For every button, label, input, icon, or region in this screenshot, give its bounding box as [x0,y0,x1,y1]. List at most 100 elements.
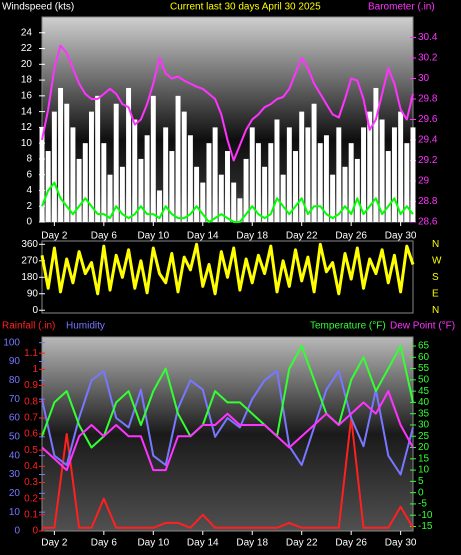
x-tick-label: Day 30 [385,231,417,242]
bar [410,127,416,222]
x-tick-label: Day 14 [187,231,219,242]
y-tick-label: 12 [21,122,33,133]
legend-label: Humidity [66,321,105,332]
y2-tick-label: -5 [418,499,427,510]
bar [317,143,323,222]
bar [243,158,249,222]
bar [249,127,255,222]
bar [330,174,336,222]
compass-label: N [432,305,439,316]
bar [51,111,57,222]
bar [107,174,113,222]
bar [280,174,286,222]
bar [194,166,200,222]
y-tick-label: 270 [21,255,38,266]
bar [336,127,342,222]
bar [274,119,280,222]
y2-tick-label: 30.4 [418,32,438,43]
y2-tick-label: -15 [418,521,433,532]
bar [64,103,70,222]
y3-tick-label: 0.4 [24,461,38,472]
chart-title: Current last 30 days April 30 2025 [170,2,321,13]
legend-label: Rainfall (.in) [2,321,55,332]
bar [354,158,360,222]
y3-tick-label: 0.5 [24,445,38,456]
y2-tick-label: 50 [418,375,430,386]
y2-tick-label: 10 [418,465,430,476]
y2-tick-label: 20 [418,442,430,453]
bar [286,127,292,222]
y-tick-label: 10 [9,507,21,518]
y3-tick-label: 0.6 [24,429,38,440]
y2-tick-label: 29.4 [418,135,438,146]
bar [70,127,76,222]
x-tick-label: Day 26 [335,231,367,242]
y-tick-label: 22 [21,43,33,54]
bar [119,166,125,222]
y-tick-label: 60 [9,413,21,424]
y3-tick-label: 0.8 [24,396,38,407]
bar [200,182,206,222]
y3-tick-label: 0.7 [24,412,38,423]
compass-label: S [432,272,439,283]
y-tick-label: 16 [21,90,33,101]
y2-tick-label: 28.6 [418,217,438,228]
compass-label: E [432,288,439,299]
bar [385,151,391,222]
bar [379,119,385,222]
x-tick-label: Day 10 [137,231,169,242]
y2-tick-label: 25 [418,431,430,442]
y-tick-label: 90 [27,288,39,299]
y-tick-label: 10 [21,138,33,149]
bar [163,127,169,222]
bar [132,119,138,222]
bar [367,111,373,222]
y3-tick-label: 1.1 [24,348,38,359]
bar [311,103,317,222]
x-tick-label: Day 2 [41,538,68,549]
bar [268,143,274,222]
x-tick-label: Day 30 [385,538,417,549]
bar [76,158,82,222]
y2-tick-label: 5 [418,476,424,487]
bar [323,135,329,222]
y-tick-label: 20 [21,59,33,70]
bar [398,111,404,222]
y-tick-label: 14 [21,106,33,117]
bar [181,111,187,222]
compass-label: N [432,239,439,250]
y3-tick-label: 1 [32,364,38,375]
bar [157,190,162,222]
y-tick-label: 20 [9,488,21,499]
y2-tick-label: 15 [418,453,430,464]
y-tick-label: 40 [9,450,21,461]
bar [138,158,144,222]
bar [126,87,132,222]
legend-label: Dew Point (°F) [390,321,455,332]
y-tick-label: 70 [9,394,21,405]
bar [150,95,156,222]
x-tick-label: Day 22 [286,231,318,242]
bar [293,151,298,222]
series-line [41,44,414,162]
y3-tick-label: 0.2 [24,493,38,504]
x-tick-label: Day 26 [335,538,367,549]
y2-tick-label: 30 [418,420,430,431]
bar [262,166,268,222]
compass-label: W [432,255,442,266]
y2-tick-label: 30 [418,73,430,84]
bar [342,166,348,222]
y2-tick-label: 40 [418,397,430,408]
bar [144,135,150,222]
bar [88,111,94,222]
series-line [41,390,414,472]
series-line [41,181,414,223]
series-line [40,242,415,296]
y2-tick-label: 0 [418,487,424,498]
bar [255,143,261,222]
bar [58,87,64,222]
y-tick-label: 360 [21,239,38,250]
x-tick-label: Day 6 [91,538,118,549]
bar [225,151,230,222]
